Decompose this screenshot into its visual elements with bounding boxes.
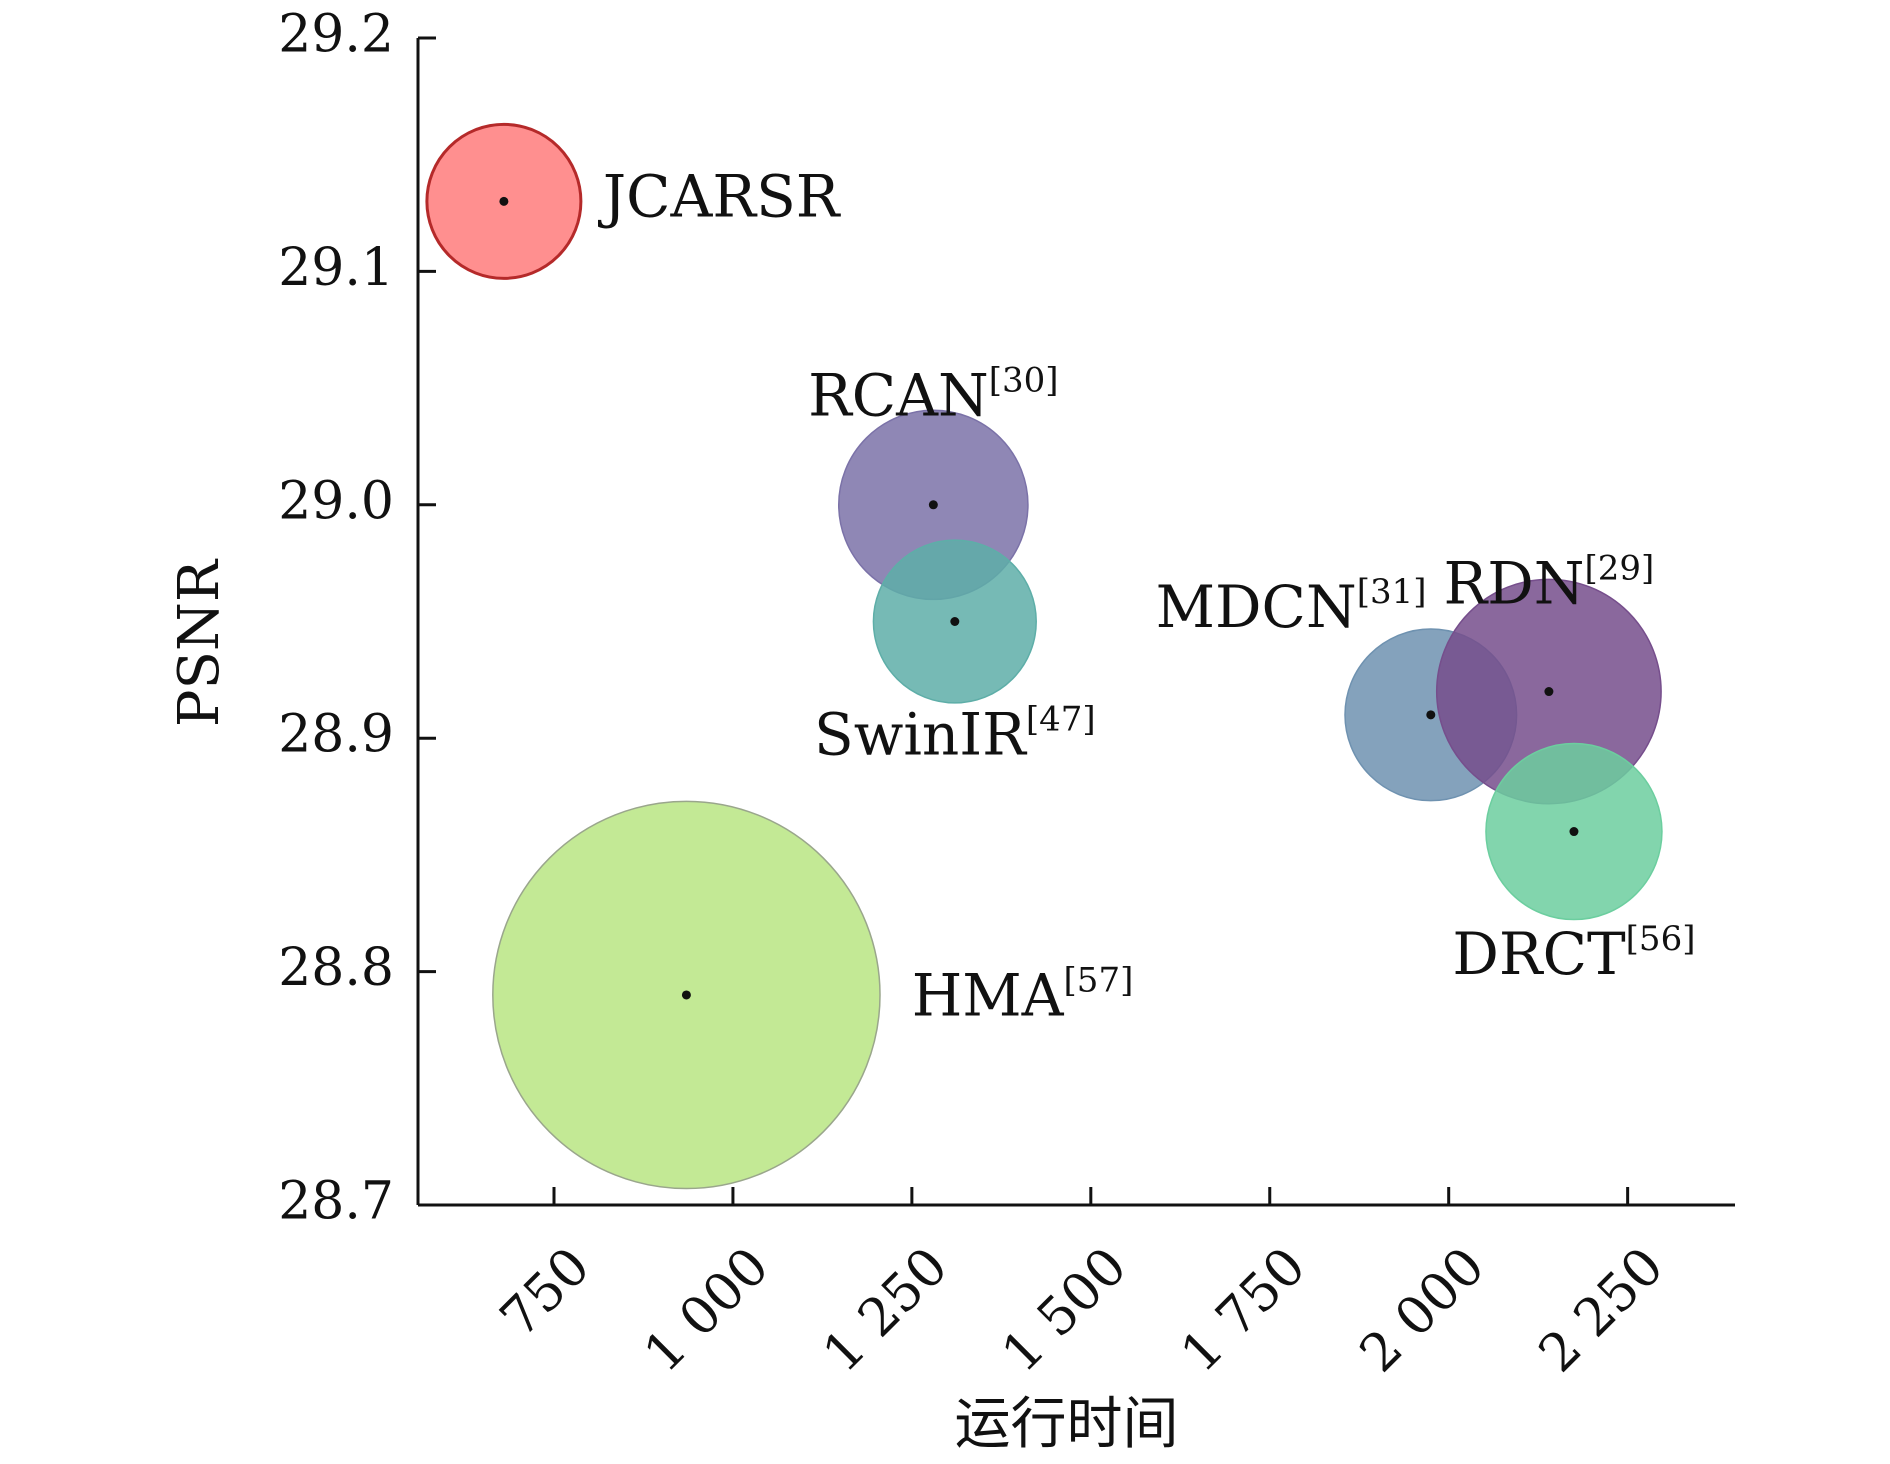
label-name: MDCN (1156, 573, 1357, 641)
label-hma: HMA[57] (912, 961, 1134, 1030)
point-drct (1569, 827, 1579, 837)
x-axis-label: 运行时间 (955, 1392, 1179, 1457)
label-name: HMA (912, 962, 1065, 1030)
label-swinir: SwinIR[47] (814, 700, 1096, 769)
y-tick-label: 28.8 (278, 938, 394, 998)
x-tick-label: 1 250 (812, 1236, 960, 1384)
y-tick-label: 29.1 (278, 238, 394, 298)
label-name: DRCT (1452, 920, 1626, 988)
x-tick-label: 2 250 (1528, 1236, 1676, 1384)
label-name: SwinIR (814, 701, 1028, 769)
y-tick-label: 28.9 (278, 705, 394, 765)
y-tick-label: 28.7 (278, 1172, 394, 1232)
y-axis-label: PSNR (167, 558, 232, 727)
point-jcarsr (499, 196, 509, 206)
points-layer (499, 196, 1579, 1000)
label-drct: DRCT[56] (1452, 919, 1695, 988)
label-mdcn: MDCN[31] (1156, 572, 1427, 641)
label-reference: [56] (1626, 919, 1696, 959)
point-rdn (1544, 687, 1554, 697)
x-tick-label: 1 750 (1170, 1236, 1318, 1384)
point-hma (681, 990, 691, 1000)
label-name: RCAN (808, 362, 989, 430)
label-rdn: RDN[29] (1444, 548, 1655, 617)
label-reference: [31] (1357, 572, 1427, 612)
label-rcan: RCAN[30] (808, 361, 1058, 430)
y-tick-label: 29.2 (278, 5, 394, 65)
label-jcarsr: JCARSR (598, 162, 842, 230)
point-mdcn (1426, 710, 1436, 720)
label-reference: [30] (989, 361, 1059, 401)
label-name: JCARSR (598, 162, 842, 230)
label-reference: [29] (1584, 548, 1654, 588)
x-tick-label: 750 (489, 1236, 602, 1349)
y-tick-label: 29.0 (278, 471, 394, 531)
axes-layer (416, 38, 1735, 1207)
x-tick-label: 1 500 (991, 1236, 1139, 1384)
x-tick-label: 2 000 (1349, 1236, 1497, 1384)
label-reference: [47] (1026, 700, 1096, 740)
label-reference: [57] (1064, 961, 1134, 1001)
x-tick-label: 1 000 (633, 1236, 781, 1384)
label-name: RDN (1444, 549, 1585, 617)
point-rcan (928, 500, 938, 510)
point-swinir (950, 617, 960, 626)
